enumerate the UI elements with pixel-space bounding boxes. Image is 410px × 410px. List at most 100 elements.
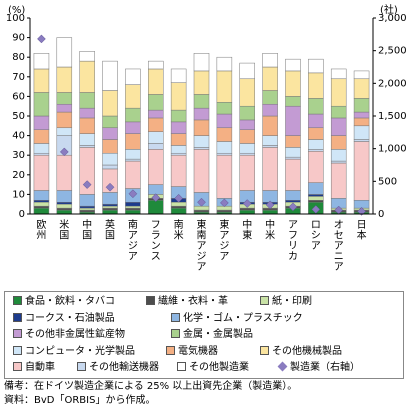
bar-segment — [193, 94, 210, 109]
legend-label: 自動車 — [25, 362, 55, 373]
y2-tick-label: 2,000 — [378, 78, 407, 89]
bar-segment — [56, 127, 73, 136]
legend-item: 金属・金属製品 — [171, 329, 253, 341]
bar-segment — [56, 92, 73, 105]
bar-segment — [102, 60, 118, 91]
legend-swatch — [166, 345, 175, 355]
bar-segment — [285, 70, 301, 97]
bar-segment — [308, 113, 324, 129]
bar-segment — [330, 117, 347, 136]
y-tick-label: 50 — [12, 111, 25, 122]
legend-item: コークス・石油製品 — [13, 312, 115, 325]
bar-segment — [262, 66, 278, 91]
legend-swatch — [146, 296, 155, 305]
bar-segment — [193, 107, 210, 121]
bar-segment — [102, 192, 118, 205]
bar-segment — [170, 207, 187, 215]
bar-segment — [148, 94, 164, 111]
bar-segment — [79, 194, 95, 207]
y-tick-label: 20 — [12, 170, 25, 181]
bar-segment — [353, 200, 370, 209]
bar-segment — [330, 160, 347, 164]
y-tick-label: 10 — [12, 189, 25, 200]
bar-segment — [79, 133, 95, 146]
bar-segment — [56, 37, 73, 68]
bar-segment — [125, 201, 141, 207]
bar-segment — [125, 205, 141, 209]
bar-segment — [102, 207, 118, 211]
legend-label: 金属・金属製品 — [183, 329, 253, 340]
bar-segment — [125, 149, 141, 160]
bar-segment — [33, 115, 50, 130]
bar-segment — [193, 209, 210, 213]
bar-segment — [308, 182, 324, 195]
category-label: 東アジア — [219, 218, 229, 263]
y-tick-label: 40 — [12, 131, 25, 142]
bar-segment — [262, 147, 278, 191]
category-label: 中国 — [82, 218, 92, 242]
bar-segment — [170, 152, 187, 156]
line-marker — [128, 189, 138, 199]
bar-segment — [285, 200, 301, 203]
bar-segment — [33, 201, 50, 207]
y-tick-label: 60 — [12, 91, 25, 102]
bar-segment — [33, 190, 50, 201]
bar-segment — [148, 143, 164, 150]
bar-segment — [262, 53, 278, 68]
bar-segment — [308, 200, 324, 203]
bar-segment — [353, 141, 370, 201]
bar-segment — [239, 152, 255, 156]
bar-segment — [170, 205, 187, 209]
bar-segment — [125, 68, 141, 85]
bar-segment — [330, 135, 347, 150]
line-marker — [105, 182, 115, 192]
bar-segment — [56, 209, 73, 215]
bar-segment — [56, 201, 73, 205]
bar-segment — [102, 205, 118, 209]
bar-segment — [148, 149, 164, 185]
bar-segment — [102, 127, 118, 140]
line-marker — [82, 180, 92, 189]
bar-segment — [285, 158, 301, 191]
bar-segment — [33, 152, 50, 156]
bar-segment — [193, 53, 210, 72]
bar-segment — [33, 205, 50, 209]
bar-segment — [239, 143, 255, 154]
bar-segment — [353, 125, 370, 140]
bar-segment — [79, 207, 95, 211]
legend-swatch — [13, 296, 22, 305]
bar-segment — [308, 72, 324, 99]
legend-swatch — [171, 329, 180, 338]
legend-item: 化学・ゴム・プラスチック — [171, 312, 303, 325]
legend-label: 食品・飲料・タバコ — [25, 296, 115, 307]
bar-segment — [239, 119, 255, 130]
bar-segment — [353, 111, 370, 119]
category-label: 英国 — [105, 218, 115, 242]
bar-segment — [125, 209, 141, 215]
bar-segment — [125, 160, 141, 189]
bar-segment — [216, 102, 233, 115]
bar-segment — [193, 147, 210, 150]
category-label: 東南アジア — [197, 218, 207, 273]
category-label: アフリカ — [288, 220, 298, 263]
bar-segment — [262, 145, 278, 148]
bar-segment — [262, 135, 278, 146]
bar-segment — [79, 107, 95, 119]
line-marker — [242, 199, 252, 208]
bar-segment — [33, 207, 50, 215]
legend-label: その他機械製品 — [272, 345, 342, 357]
bar-segment — [125, 133, 141, 150]
bar-segment — [193, 205, 210, 211]
bar-segment — [330, 78, 347, 107]
bar-segment — [33, 200, 50, 203]
y-tick-label: 90 — [12, 33, 25, 44]
bar-segment — [239, 78, 255, 107]
note-text: 備考：在ドイツ製造企業による 25% 以上出資先企業（製造業）。 — [4, 381, 298, 392]
y-tick-label: 0 — [19, 209, 25, 220]
y-tick-label: 70 — [12, 72, 25, 83]
category-label: 南米 — [174, 218, 184, 242]
legend-item: 食品・飲料・タバコ — [13, 296, 115, 308]
bar-segment — [56, 154, 73, 191]
bar-segment — [330, 149, 347, 162]
legend-label: 繊維・衣料・革 — [158, 296, 228, 307]
